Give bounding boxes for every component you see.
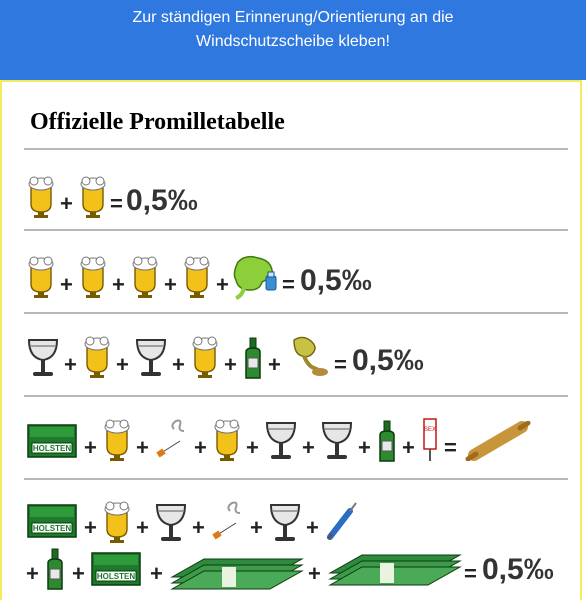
plus-sign: + [268, 352, 281, 377]
plus-sign: + [136, 515, 149, 540]
plus-sign: + [116, 352, 129, 377]
wine-glass-icon [264, 419, 298, 468]
divider [24, 312, 568, 314]
crate-label: HOLSTEN [33, 524, 71, 533]
plus-sign: + [72, 561, 85, 586]
syringe-icon [324, 499, 360, 548]
cigarette-icon [154, 417, 190, 466]
divider [24, 148, 568, 150]
bottle-icon [376, 419, 398, 468]
crate-label: HOLSTEN [97, 572, 135, 581]
plus-sign: + [84, 515, 97, 540]
plus-sign: + [194, 435, 207, 460]
beer-crate-icon: HOLSTEN [90, 551, 142, 592]
promille-table: Offizielle Promilletabelle + = 0,5‰ + + … [0, 80, 582, 600]
crate-label: HOLSTEN [33, 444, 71, 453]
plus-sign: + [60, 191, 73, 216]
banner-line-1: Zur ständigen Erinnerung/Orientierung an… [132, 9, 454, 26]
divider [24, 229, 568, 231]
wine-glass-icon [134, 336, 168, 385]
plus-sign: + [64, 352, 77, 377]
plus-sign: + [308, 561, 321, 586]
plus-sign: + [216, 272, 229, 297]
plus-sign: + [358, 435, 371, 460]
plus-sign: + [136, 435, 149, 460]
plus-sign: + [192, 515, 205, 540]
promille-value: 0,5‰ [482, 553, 554, 586]
equals-sign: = [444, 435, 457, 460]
equals-sign: = [334, 352, 347, 377]
beer-icon [212, 417, 242, 467]
plus-sign: + [172, 352, 185, 377]
money-icon [326, 549, 462, 592]
wine-glass-icon [154, 501, 188, 550]
beer-icon [182, 254, 212, 304]
banner-line-2: Windschutzscheibe kleben! [196, 33, 390, 50]
table-title: Offizielle Promilletabelle [30, 109, 285, 135]
beer-icon [102, 499, 132, 549]
wine-glass-icon [268, 501, 302, 550]
plus-sign: + [84, 435, 97, 460]
plus-sign: + [26, 561, 39, 586]
plus-sign: + [246, 435, 259, 460]
promille-value: 0,5‰ [352, 344, 424, 377]
plus-sign: + [60, 272, 73, 297]
plus-sign: + [150, 561, 163, 586]
bottle-icon [242, 336, 264, 385]
bottle-icon [44, 547, 66, 596]
beer-icon [82, 334, 112, 384]
equals-sign: = [464, 561, 477, 586]
beer-icon [26, 254, 56, 304]
plus-sign: + [224, 352, 237, 377]
plus-sign: + [164, 272, 177, 297]
beer-icon [78, 254, 108, 304]
plus-sign: + [302, 435, 315, 460]
sign-label: SEX [424, 427, 436, 433]
sign-icon: SEX [420, 417, 440, 468]
equals-sign: = [110, 191, 123, 216]
banner: Zur ständigen Erinnerung/Orientierung an… [0, 0, 586, 80]
beer-icon [190, 334, 220, 384]
sick-icon [286, 334, 330, 383]
plus-sign: + [402, 435, 415, 460]
beer-icon [102, 417, 132, 467]
beer-icon [78, 174, 108, 224]
promille-value: 0,5‰ [126, 184, 198, 217]
beer-crate-icon: HOLSTEN [26, 423, 78, 464]
plus-sign: + [306, 515, 319, 540]
divider [24, 395, 568, 397]
plus-sign: + [112, 272, 125, 297]
cigarette-icon [210, 499, 246, 548]
wine-glass-icon [320, 419, 354, 468]
promille-value: 0,5‰ [300, 264, 372, 297]
beer-crate-icon: HOLSTEN [26, 503, 78, 544]
equals-sign: = [282, 272, 295, 297]
plus-sign: + [250, 515, 263, 540]
rolling-pin-icon [464, 420, 534, 466]
divider [24, 478, 568, 480]
beer-icon [130, 254, 160, 304]
money-icon [168, 553, 304, 596]
wine-glass-icon [26, 336, 60, 385]
vomit-icon [232, 254, 282, 305]
beer-icon [26, 174, 56, 224]
